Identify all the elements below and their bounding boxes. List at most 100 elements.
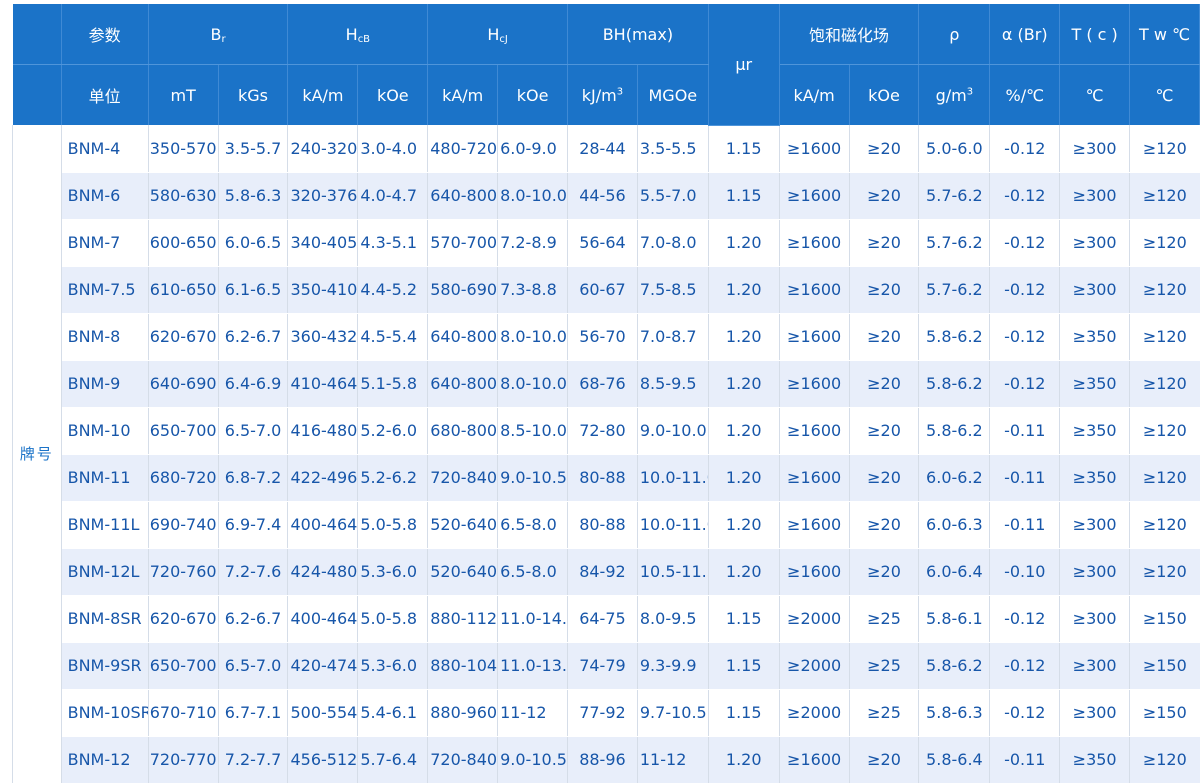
unit-cell: g/m3: [918, 64, 991, 125]
value-cell: 1.20: [707, 548, 780, 596]
value-cell: 5.8-6.2: [918, 642, 990, 690]
table-row: BNM-8SR 620-670 6.2-6.7 400-464 5.0-5.8 880-1…: [13, 595, 1200, 643]
value-cell: 690-740: [147, 501, 219, 549]
value-cell: ≥300: [1059, 642, 1130, 690]
value-cell: 720-760: [147, 548, 219, 596]
value-cell: ≥1600: [778, 219, 850, 267]
value-cell: 720-840: [427, 454, 498, 502]
value-cell: 6.2-6.7: [217, 595, 288, 643]
value-cell: ≥1600: [778, 501, 850, 549]
value-cell: -0.12: [989, 219, 1060, 267]
value-cell: 350-570: [147, 125, 219, 173]
value-cell: 6.0-6.3: [918, 501, 990, 549]
grade-cell: BNM-7.5: [60, 266, 149, 314]
value-cell: ≥120: [1129, 360, 1200, 408]
value-cell: ≥350: [1059, 313, 1130, 361]
value-cell: 4.3-5.1: [357, 219, 428, 267]
value-cell: 410-464: [287, 360, 358, 408]
value-cell: 56-64: [567, 219, 638, 267]
value-cell: 5.0-5.8: [357, 501, 428, 549]
value-cell: ≥20: [848, 219, 919, 267]
grade-cell: BNM-8SR: [60, 595, 149, 643]
header-tc: T ( c ): [1059, 4, 1131, 65]
table-row: BNM-6 580-630 5.8-6.3 320-376 4.0-4.7 640-800…: [13, 172, 1200, 220]
unit-cell: kA/m: [287, 64, 359, 125]
value-cell: ≥120: [1129, 266, 1200, 314]
value-cell: 360-432: [287, 313, 358, 361]
value-cell: 9.7-10.5: [636, 689, 709, 737]
unit-cell: kA/m: [778, 64, 850, 125]
value-cell: ≥1600: [778, 125, 850, 173]
value-cell: ≥1600: [778, 407, 850, 455]
value-cell: 4.0-4.7: [357, 172, 428, 220]
value-cell: 6.5-8.0: [497, 501, 568, 549]
table-row: BNM-11 680-720 6.8-7.2 422-496 5.2-6.2 720-84…: [13, 454, 1200, 502]
value-cell: ≥300: [1059, 501, 1130, 549]
value-cell: ≥20: [848, 548, 919, 596]
value-cell: 5.1-5.8: [357, 360, 428, 408]
value-cell: 5.2-6.0: [357, 407, 428, 455]
value-cell: 5.8-6.2: [918, 407, 990, 455]
value-cell: ≥300: [1059, 219, 1130, 267]
value-cell: 8.5-9.5: [636, 360, 709, 408]
value-cell: 77-92: [567, 689, 638, 737]
value-cell: 480-720: [427, 125, 498, 173]
value-cell: 420-474: [287, 642, 358, 690]
value-cell: 9.3-9.9: [636, 642, 709, 690]
grade-cell: BNM-10SR: [60, 689, 149, 737]
value-cell: 650-700: [147, 407, 219, 455]
grade-cell: BNM-4: [60, 125, 149, 173]
unit-cell: MGOe: [636, 64, 709, 125]
value-cell: 6.7-7.1: [217, 689, 288, 737]
value-cell: ≥120: [1129, 313, 1200, 361]
grade-cell: BNM-7: [60, 219, 149, 267]
value-cell: 60-67: [567, 266, 638, 314]
value-cell: 422-496: [287, 454, 358, 502]
grade-cell: BNM-11L: [60, 501, 149, 549]
value-cell: 10.5-11.5: [636, 548, 709, 596]
value-cell: ≥20: [848, 501, 919, 549]
value-cell: ≥20: [848, 407, 919, 455]
value-cell: -0.12: [989, 313, 1060, 361]
unit-cell: %/℃: [989, 64, 1061, 125]
value-cell: 72-80: [567, 407, 638, 455]
table-row: BNM-11L 690-740 6.9-7.4 400-464 5.0-5.8 520-6…: [13, 501, 1200, 549]
value-cell: 88-96: [567, 736, 638, 784]
value-cell: 28-44: [567, 125, 638, 173]
value-cell: 6.0-9.0: [497, 125, 568, 173]
value-cell: 880-960: [427, 689, 498, 737]
header-rho: ρ: [918, 4, 991, 65]
value-cell: 4.4-5.2: [357, 266, 428, 314]
value-cell: 11.0-13.0: [497, 642, 568, 690]
value-cell: -0.12: [989, 125, 1060, 173]
value-cell: 880-1040: [427, 642, 498, 690]
value-cell: 1.15: [707, 689, 780, 737]
value-cell: 1.15: [707, 125, 780, 173]
value-cell: ≥150: [1129, 689, 1200, 737]
value-cell: ≥300: [1059, 266, 1130, 314]
value-cell: 1.20: [707, 360, 780, 408]
value-cell: 1.20: [707, 407, 780, 455]
value-cell: 320-376: [287, 172, 358, 220]
value-cell: 5.7-6.2: [918, 266, 990, 314]
value-cell: ≥20: [848, 736, 919, 784]
value-cell: ≥150: [1129, 595, 1200, 643]
table-row: BNM-10SR 670-710 6.7-7.1 500-554 5.4-6.1 880-…: [13, 689, 1200, 737]
grade-cell: BNM-9: [60, 360, 149, 408]
value-cell: 5.0-5.8: [357, 595, 428, 643]
value-cell: 5.8-6.2: [918, 313, 990, 361]
value-cell: 5.8-6.4: [918, 736, 990, 784]
value-cell: ≥1600: [778, 548, 850, 596]
table-row: 牌号 BNM-4 350-570 3.5-5.7 240-320 3.0-4.0 480-7…: [12, 125, 1200, 784]
value-cell: -0.11: [989, 454, 1060, 502]
value-cell: 44-56: [567, 172, 638, 220]
value-cell: ≥350: [1059, 736, 1130, 784]
value-cell: 5.4-6.1: [357, 689, 428, 737]
value-cell: -0.12: [989, 360, 1060, 408]
header-mur: μr: [707, 4, 780, 126]
value-cell: ≥120: [1129, 501, 1200, 549]
value-cell: 6.0-6.5: [217, 219, 288, 267]
value-cell: 1.20: [707, 266, 780, 314]
value-cell: 8.0-10.0: [497, 360, 568, 408]
table-row: BNM-8 620-670 6.2-6.7 360-432 4.5-5.4 640-800…: [13, 313, 1200, 361]
